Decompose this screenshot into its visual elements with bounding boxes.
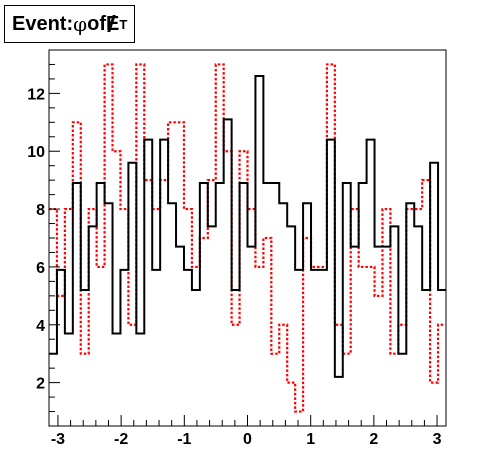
y-tick-label: 10 <box>27 144 45 161</box>
y-tick-label: 12 <box>27 86 45 103</box>
x-tick-label: -1 <box>177 431 191 448</box>
y-tick-label: 6 <box>36 260 45 277</box>
series-1-line <box>49 63 446 413</box>
phi-symbol: φ <box>73 12 88 36</box>
y-axis: 2 4 6 8 10 12 <box>27 49 60 427</box>
series-0 <box>49 75 446 378</box>
x-tick-label: 3 <box>433 431 442 448</box>
missing-et-symbol: E <box>106 13 119 36</box>
x-tick-label: 0 <box>243 431 252 448</box>
chart-title: Event: φ of ET <box>4 5 136 43</box>
series-1 <box>49 63 446 413</box>
series-0-line <box>49 75 446 378</box>
y-tick-label: 8 <box>36 202 45 219</box>
x-tick-label: 1 <box>306 431 315 448</box>
x-tick-label: 2 <box>369 431 378 448</box>
x-tick-label: -2 <box>114 431 128 448</box>
y-tick-label: 4 <box>36 318 45 335</box>
x-axis: -3 -2 -1 0 1 2 3 <box>51 415 442 448</box>
title-middle: of <box>87 12 107 35</box>
y-tick-label: 2 <box>36 376 45 393</box>
title-prefix: Event: <box>12 12 74 35</box>
met-subscript: T <box>119 16 128 32</box>
x-tick-label: -3 <box>51 431 65 448</box>
series-layer <box>49 63 446 413</box>
